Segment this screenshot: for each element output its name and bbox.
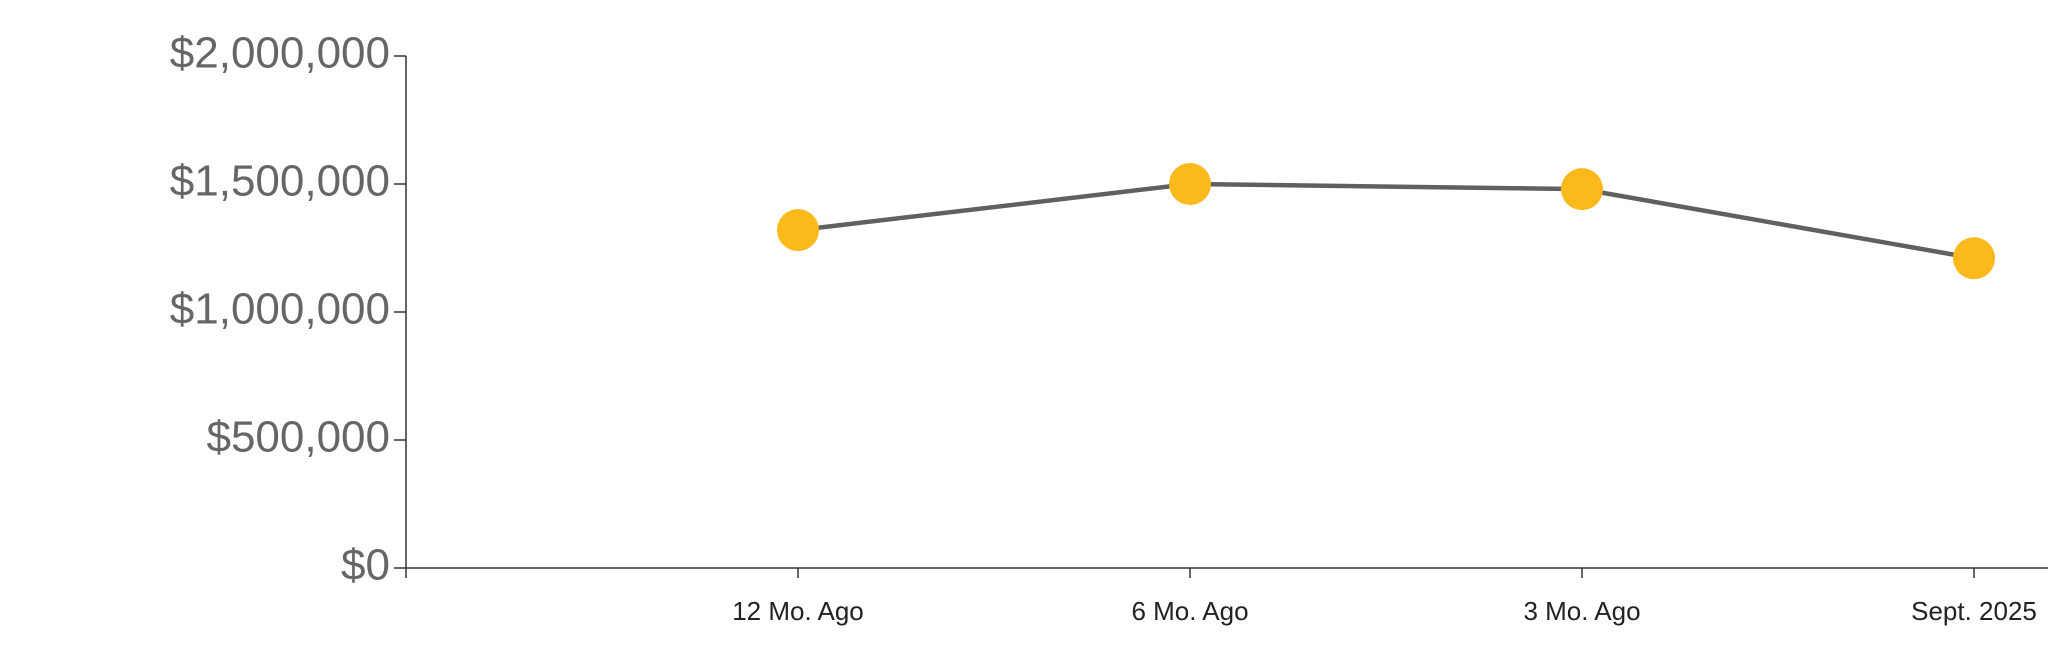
x-tick-label: Sept. 2025 <box>1911 596 2037 626</box>
y-tick-label: $500,000 <box>206 413 390 462</box>
y-tick-label: $0 <box>341 541 390 590</box>
data-point <box>777 209 819 252</box>
x-tick-label: 3 Mo. Ago <box>1523 596 1640 626</box>
series-line <box>797 181 1975 261</box>
data-point <box>1561 168 1603 211</box>
y-tick-label: $1,500,000 <box>170 157 390 206</box>
data-point <box>1169 163 1211 205</box>
y-tick-label: $2,000,000 <box>170 29 390 78</box>
data-point <box>1953 237 1995 280</box>
x-tick-label: 12 Mo. Ago <box>732 596 864 626</box>
x-tick-label: 6 Mo. Ago <box>1131 596 1248 626</box>
y-tick-label: $1,000,000 <box>170 285 390 334</box>
